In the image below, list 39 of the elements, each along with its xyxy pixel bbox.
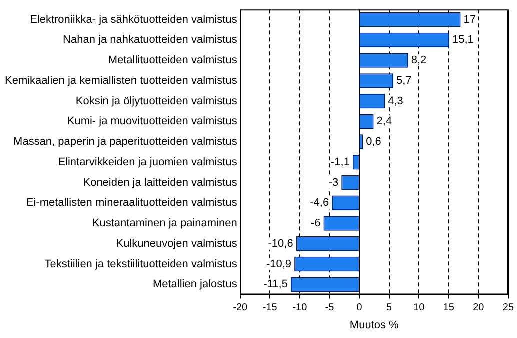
x-tick-label: 25	[502, 302, 514, 314]
x-tick-label: 15	[443, 302, 455, 314]
data-label: 0,6	[366, 136, 382, 148]
data-label: -1,1	[330, 156, 350, 168]
data-label: 5,7	[396, 74, 412, 87]
y-tick-label: Koneiden ja laitteiden valmistus	[83, 176, 238, 189]
data-label: -3	[328, 176, 339, 189]
x-tick-label: 20	[473, 302, 485, 314]
x-tick-label: 10	[414, 302, 426, 314]
x-axis-title: Muutos %	[350, 319, 400, 332]
data-label: -11,5	[264, 278, 288, 291]
x-tick-label: 5	[386, 302, 392, 314]
y-tick-label: Ei-metallisten mineraalituotteiden valmistus	[26, 197, 238, 210]
data-label: 2,4	[376, 116, 392, 128]
y-tick-label: Metallituotteiden valmistus	[108, 54, 238, 67]
y-tick-label: Tekstiilien ja tekstiilituotteiden valmistus	[44, 258, 238, 270]
x-tick-label: -5	[325, 302, 335, 314]
x-tick-label: -20	[233, 302, 248, 314]
y-tick-label: Koksin ja öljytuotteiden valmistus	[76, 95, 238, 108]
x-tick-label: -10	[292, 302, 308, 314]
y-tick-label: Kumi- ja muovituotteiden valmistus	[67, 116, 238, 128]
y-tick-label: Kulkuneuvojen valmistus	[116, 238, 238, 250]
y-tick-label: Metallien jalostus	[152, 278, 238, 291]
y-tick-label: Kustantaminen ja painaminen	[92, 218, 238, 230]
data-label: -10,6	[268, 238, 294, 250]
y-tick-label: Elintarvikkeiden ja juomien valmistus	[58, 156, 238, 168]
data-label: 15,1	[452, 34, 474, 46]
y-tick-label: Nahan ja nahkatuotteiden valmistus	[63, 34, 238, 46]
data-label: -6	[310, 218, 321, 230]
y-tick-label: Elektroniikka- ja sähkötuotteiden valmistus	[30, 14, 238, 26]
x-tick-label: 0	[356, 302, 363, 314]
x-tick-label: -15	[262, 302, 278, 314]
data-label: 17	[464, 14, 476, 26]
data-label: 4,3	[388, 95, 404, 108]
data-label: -4,6	[310, 197, 330, 210]
y-tick-label: Kemikaalien ja kemiallisten tuotteiden valmistus	[4, 74, 238, 87]
data-label: 8,2	[411, 54, 427, 67]
y-tick-label: Massan, paperin ja paperituotteiden valmistus	[14, 136, 238, 148]
data-label: -10,9	[266, 258, 292, 270]
